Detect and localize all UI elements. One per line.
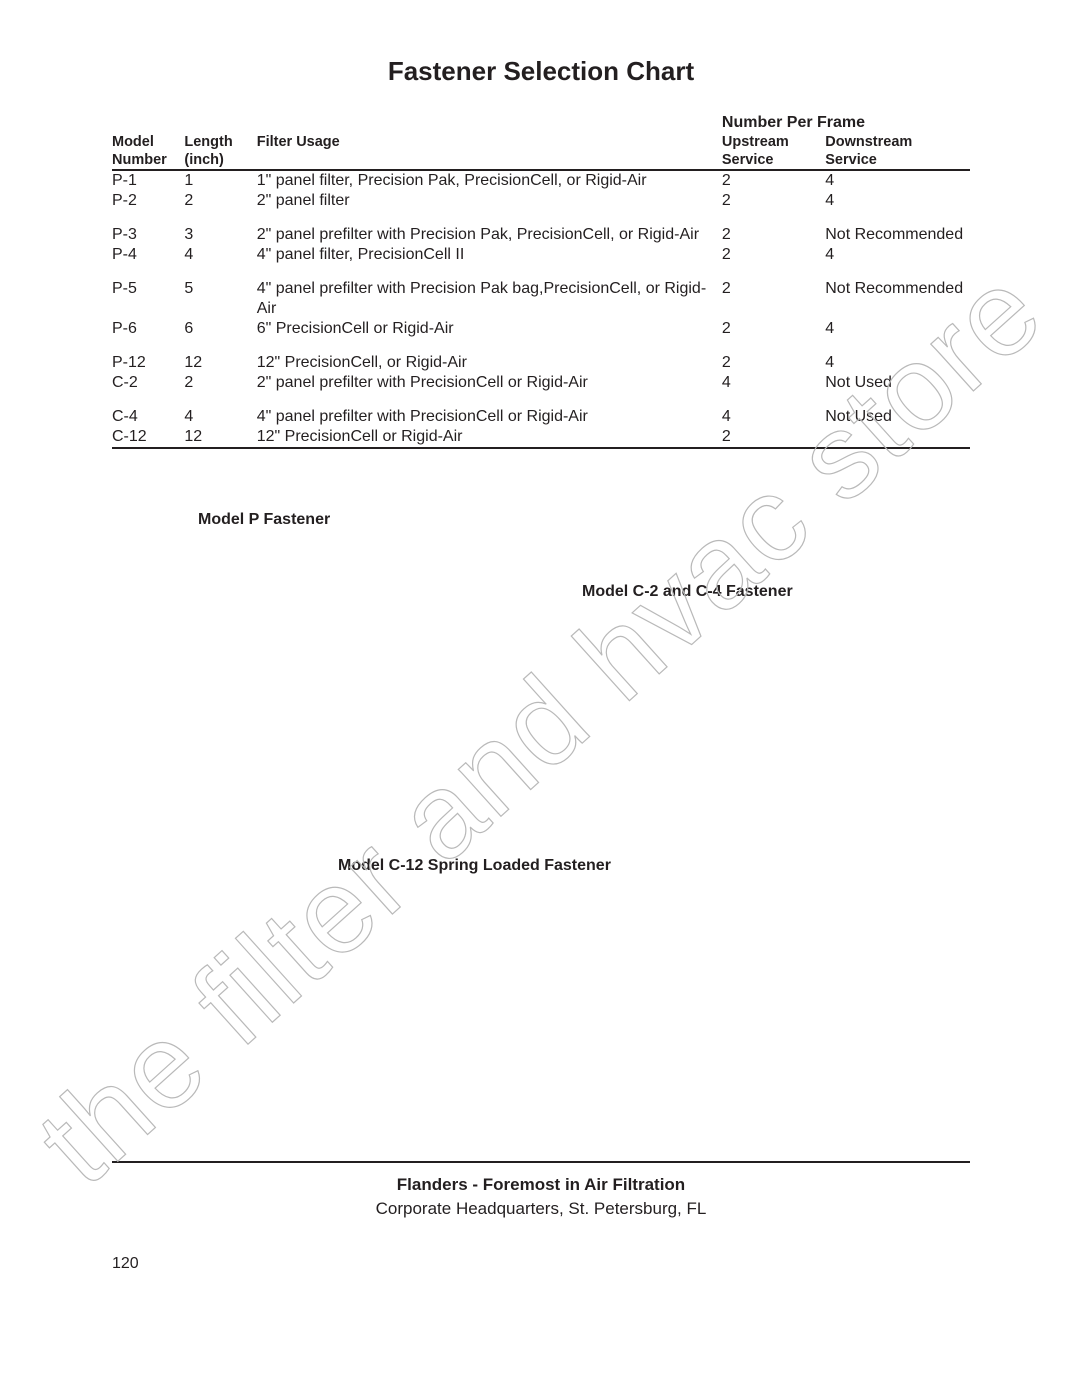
col-model-header: ModelNumber bbox=[112, 133, 184, 169]
cell-model: P-3 bbox=[112, 225, 184, 245]
cell-model: P-4 bbox=[112, 245, 184, 265]
table-row: C-444" panel prefilter with PrecisionCel… bbox=[112, 407, 970, 427]
cell-upstream: 2 bbox=[722, 279, 825, 319]
cell-length: 6 bbox=[184, 319, 256, 339]
cell-upstream: 2 bbox=[722, 225, 825, 245]
cell-downstream: 4 bbox=[825, 170, 970, 191]
cell-model: P-1 bbox=[112, 170, 184, 191]
footer-address: Corporate Headquarters, St. Petersburg, … bbox=[112, 1199, 970, 1219]
cell-usage: 4" panel prefilter with PrecisionCell or… bbox=[257, 407, 722, 427]
cell-usage: 2" panel prefilter with PrecisionCell or… bbox=[257, 373, 722, 393]
page-number: 120 bbox=[112, 1255, 139, 1273]
cell-usage: 12" PrecisionCell, or Rigid-Air bbox=[257, 353, 722, 373]
cell-upstream: 2 bbox=[722, 353, 825, 373]
cell-usage: 6" PrecisionCell or Rigid-Air bbox=[257, 319, 722, 339]
cell-downstream: Not Recommended bbox=[825, 225, 970, 245]
table-row: P-666" PrecisionCell or Rigid-Air24 bbox=[112, 319, 970, 339]
cell-length: 12 bbox=[184, 427, 256, 447]
label-model-c24: Model C-2 and C-4 Fastener bbox=[582, 583, 793, 601]
label-model-p: Model P Fastener bbox=[198, 511, 330, 529]
cell-usage: 1" panel filter, Precision Pak, Precisio… bbox=[257, 170, 722, 191]
table-row: P-332" panel prefilter with Precision Pa… bbox=[112, 225, 970, 245]
cell-length: 3 bbox=[184, 225, 256, 245]
cell-length: 4 bbox=[184, 245, 256, 265]
cell-usage: 4" panel prefilter with Precision Pak ba… bbox=[257, 279, 722, 319]
cell-model: P-2 bbox=[112, 191, 184, 211]
cell-model: P-12 bbox=[112, 353, 184, 373]
label-model-c12: Model C-12 Spring Loaded Fastener bbox=[338, 857, 611, 875]
cell-downstream: Not Recommended bbox=[825, 279, 970, 319]
cell-model: C-12 bbox=[112, 427, 184, 447]
cell-downstream: 4 bbox=[825, 245, 970, 265]
table-row: P-444" panel filter, PrecisionCell II24 bbox=[112, 245, 970, 265]
cell-length: 4 bbox=[184, 407, 256, 427]
cell-length: 1 bbox=[184, 170, 256, 191]
table-row: P-554" panel prefilter with Precision Pa… bbox=[112, 279, 970, 319]
cell-usage: 2" panel prefilter with Precision Pak, P… bbox=[257, 225, 722, 245]
cell-usage: 12" PrecisionCell or Rigid-Air bbox=[257, 427, 722, 447]
table-row: C-222" panel prefilter with PrecisionCel… bbox=[112, 373, 970, 393]
cell-upstream: 2 bbox=[722, 427, 825, 447]
col-upstream-header: UpstreamService bbox=[722, 133, 825, 169]
cell-upstream: 2 bbox=[722, 170, 825, 191]
cell-usage: 2" panel filter bbox=[257, 191, 722, 211]
table-row: C-121212" PrecisionCell or Rigid-Air2 bbox=[112, 427, 970, 447]
cell-length: 2 bbox=[184, 373, 256, 393]
col-span-header: Number Per Frame bbox=[722, 113, 970, 133]
cell-downstream: Not Used bbox=[825, 407, 970, 427]
cell-model: P-6 bbox=[112, 319, 184, 339]
cell-model: C-2 bbox=[112, 373, 184, 393]
cell-upstream: 2 bbox=[722, 245, 825, 265]
cell-model: P-5 bbox=[112, 279, 184, 319]
cell-length: 5 bbox=[184, 279, 256, 319]
cell-usage: 4" panel filter, PrecisionCell II bbox=[257, 245, 722, 265]
cell-upstream: 4 bbox=[722, 407, 825, 427]
cell-downstream: 4 bbox=[825, 319, 970, 339]
cell-upstream: 2 bbox=[722, 319, 825, 339]
col-length-header: Length(inch) bbox=[184, 133, 256, 169]
cell-upstream: 4 bbox=[722, 373, 825, 393]
table-row: P-222" panel filter24 bbox=[112, 191, 970, 211]
page-title: Fastener Selection Chart bbox=[112, 56, 970, 87]
cell-downstream: 4 bbox=[825, 191, 970, 211]
table-row: P-111" panel filter, Precision Pak, Prec… bbox=[112, 170, 970, 191]
table-row: P-121212" PrecisionCell, or Rigid-Air24 bbox=[112, 353, 970, 373]
fastener-selection-table: Number Per Frame ModelNumber Length(inch… bbox=[112, 113, 970, 449]
cell-model: C-4 bbox=[112, 407, 184, 427]
col-downstream-header: DownstreamService bbox=[825, 133, 970, 169]
footer-tagline: Flanders - Foremost in Air Filtration bbox=[112, 1175, 970, 1195]
cell-downstream bbox=[825, 427, 970, 447]
col-usage-header: Filter Usage bbox=[257, 133, 722, 169]
cell-downstream: 4 bbox=[825, 353, 970, 373]
cell-length: 2 bbox=[184, 191, 256, 211]
cell-upstream: 2 bbox=[722, 191, 825, 211]
cell-downstream: Not Used bbox=[825, 373, 970, 393]
cell-length: 12 bbox=[184, 353, 256, 373]
